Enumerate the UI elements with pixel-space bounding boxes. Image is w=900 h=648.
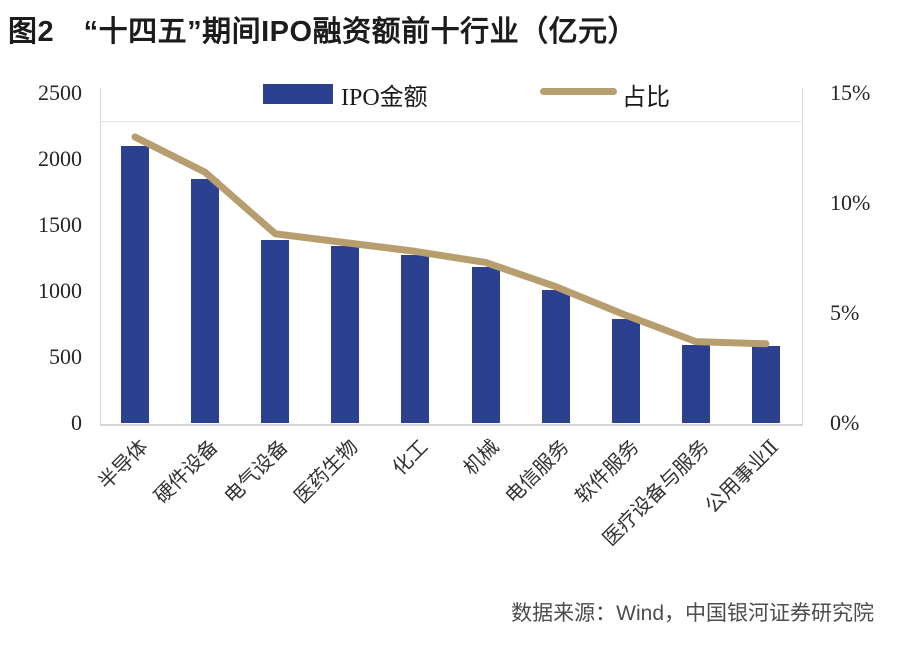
x-axis-category-label: 公用事业Ⅱ bbox=[701, 436, 784, 518]
y-axis-tick-label: 2500 bbox=[38, 80, 82, 105]
bar-化工 bbox=[401, 255, 430, 423]
bar-硬件设备 bbox=[191, 178, 220, 423]
right-axis-tick-label: 10% bbox=[830, 190, 871, 215]
y-axis-tick-label: 1000 bbox=[38, 278, 82, 303]
right-axis-tick-label: 5% bbox=[830, 300, 860, 325]
bar-公用事业Ⅱ bbox=[751, 346, 780, 423]
source-note: 数据来源：Wind，中国银河证券研究院 bbox=[511, 602, 874, 625]
x-axis-category-label: 半导体 bbox=[94, 436, 153, 494]
legend-bar-swatch bbox=[263, 84, 333, 104]
x-axis-category-label: 电气设备 bbox=[220, 436, 293, 509]
legend-line-swatch bbox=[540, 88, 617, 95]
bar-半导体 bbox=[121, 145, 150, 423]
x-axis-category-label: 化工 bbox=[389, 436, 434, 480]
plot-top-gridline bbox=[100, 121, 801, 122]
right-axis-tick-label: 0% bbox=[830, 410, 860, 435]
plot-area-frame bbox=[100, 88, 803, 426]
x-axis-category-label: 机械 bbox=[459, 436, 504, 480]
x-axis-category-label: 电信服务 bbox=[501, 436, 574, 509]
right-axis-tick-label: 15% bbox=[830, 80, 871, 105]
x-axis-category-label: 医药生物 bbox=[290, 436, 363, 509]
y-axis-tick-label: 500 bbox=[49, 344, 82, 369]
y-axis-tick-label: 2000 bbox=[38, 146, 82, 171]
bar-电信服务 bbox=[541, 289, 570, 423]
chart-title: 图2 “十四五”期间IPO融资额前十行业（亿元） bbox=[8, 16, 638, 48]
y-axis-tick-label: 0 bbox=[71, 410, 82, 435]
x-axis-category-label: 硬件设备 bbox=[150, 436, 223, 509]
bar-医药生物 bbox=[331, 246, 360, 423]
legend-line-label: 占比 bbox=[622, 85, 670, 111]
bar-软件服务 bbox=[611, 318, 640, 423]
legend-bar-label: IPO金额 bbox=[341, 85, 428, 111]
bar-医疗设备与服务 bbox=[681, 345, 710, 423]
bar-电气设备 bbox=[261, 239, 290, 423]
x-axis-category-label: 软件服务 bbox=[571, 436, 644, 509]
bar-机械 bbox=[471, 267, 500, 423]
y-axis-tick-label: 1500 bbox=[38, 212, 82, 237]
share-line bbox=[131, 133, 770, 348]
